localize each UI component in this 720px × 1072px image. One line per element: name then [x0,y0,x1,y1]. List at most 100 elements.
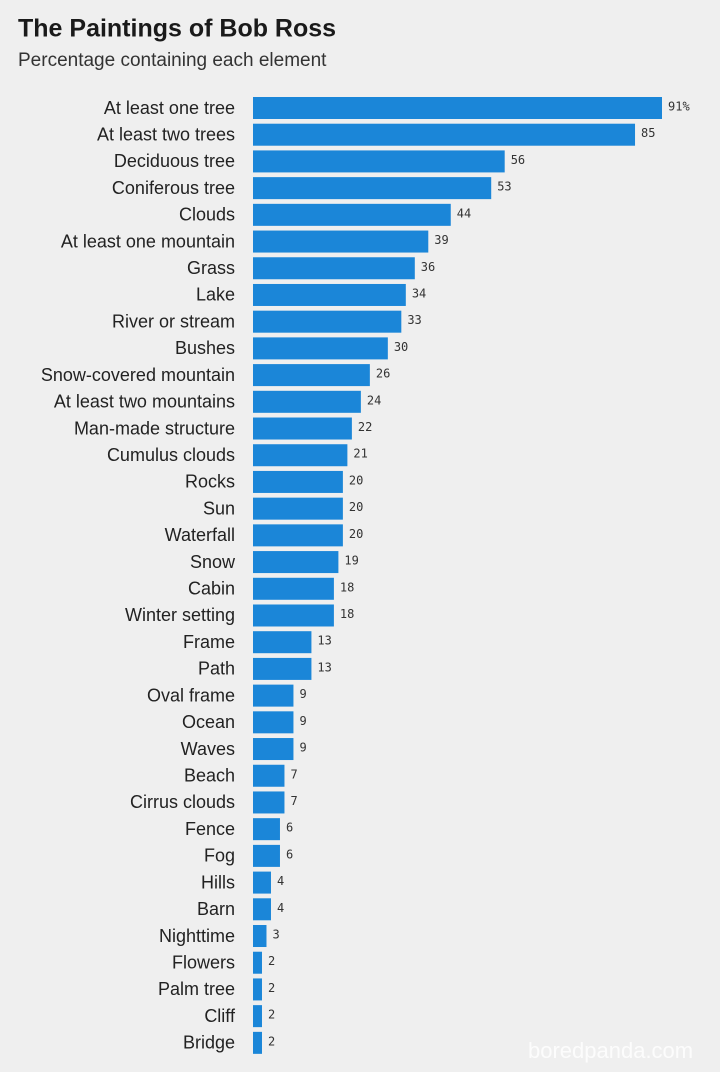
value-label: 36 [421,260,435,274]
bar [253,791,285,814]
value-label: 6 [286,847,293,861]
value-label: 53 [497,180,511,194]
bar [253,337,388,360]
bar [253,230,429,253]
value-label: 20 [349,527,363,541]
category-label: Bushes [175,338,235,358]
value-label: 7 [290,794,297,808]
bar [253,551,339,574]
bar [253,577,334,600]
category-label: Rocks [185,472,235,492]
bar [253,524,343,547]
category-label: Flowers [172,952,235,972]
value-label: 18 [340,607,354,621]
bar [253,390,361,413]
bar [253,177,492,200]
value-label: 34 [412,286,426,300]
category-label: Winter setting [125,605,235,625]
category-label: Sun [203,498,235,518]
value-label: 4 [277,874,284,888]
category-label: Cumulus clouds [107,445,235,465]
category-label: River or stream [112,311,235,331]
bar [253,951,262,974]
bar [253,738,294,761]
bar [253,444,348,467]
bar [253,257,415,280]
value-label: 6 [286,821,293,835]
category-label: Cirrus clouds [130,792,235,812]
value-label: 4 [277,901,284,915]
category-label: Man-made structure [74,418,235,438]
category-label: Clouds [179,205,235,225]
value-label: 9 [299,741,306,755]
value-label: 2 [268,1008,275,1022]
bar [253,604,334,627]
value-label: 91% [668,100,690,114]
value-label: 39 [434,233,448,247]
bar [253,417,352,440]
value-label: 9 [299,687,306,701]
bar [253,684,294,707]
category-label: Waves [181,739,235,759]
bar [253,657,312,680]
value-label: 2 [268,1034,275,1048]
value-label: 24 [367,393,381,407]
value-label: 21 [353,447,367,461]
category-label: Barn [197,899,235,919]
category-label: Ocean [182,712,235,732]
value-label: 56 [511,153,525,167]
category-label: Lake [196,285,235,305]
watermark: boredpanda.com [528,1038,693,1063]
category-label: At least one mountain [61,231,235,251]
value-label: 19 [344,554,358,568]
bar [253,150,505,173]
category-label: Bridge [183,1033,235,1053]
bar [253,97,662,119]
value-label: 2 [268,954,275,968]
value-label: 13 [317,634,331,648]
bar [253,844,280,867]
bar [253,871,271,894]
category-label: Beach [184,766,235,786]
category-label: Coniferous tree [112,178,235,198]
bar [253,631,312,654]
value-label: 13 [317,660,331,674]
bar [253,497,343,520]
value-label: 20 [349,500,363,514]
bar [253,364,370,387]
category-label: Fence [185,819,235,839]
category-label: Hills [201,872,235,892]
category-label: At least one tree [104,98,235,118]
category-label: Palm tree [158,979,235,999]
bars: At least one tree 91% At least two trees 85… [41,97,690,1054]
bar [253,1005,262,1028]
bar [253,818,280,841]
bar [253,898,271,921]
value-label: 9 [299,714,306,728]
bar [253,1031,262,1054]
value-label: 26 [376,367,390,381]
category-label: Snow [190,552,236,572]
bar [253,203,451,226]
value-label: 2 [268,981,275,995]
category-label: Cliff [204,1006,236,1026]
bar [253,310,402,333]
bar [253,925,267,948]
category-label: Snow-covered mountain [41,365,235,385]
value-label: 33 [407,313,421,327]
value-label: 44 [457,206,471,220]
chart-title: The Paintings of Bob Ross [18,15,336,43]
category-label: Deciduous tree [114,151,235,171]
category-label: At least two mountains [54,392,235,412]
value-label: 30 [394,340,408,354]
category-label: Frame [183,632,235,652]
value-label: 3 [272,928,279,942]
bar [253,123,636,146]
category-label: Nighttime [159,926,235,946]
bar [253,764,285,787]
value-label: 85 [641,126,655,140]
value-label: 20 [349,473,363,487]
value-label: 7 [290,767,297,781]
